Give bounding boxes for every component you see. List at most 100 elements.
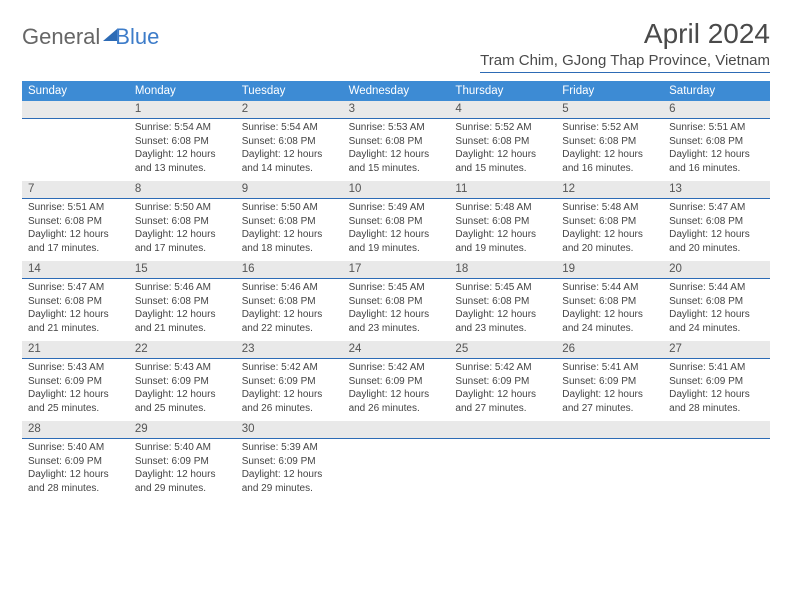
weekday-wednesday: Wednesday: [343, 81, 450, 101]
sunset-line: Sunset: 6:08 PM: [28, 295, 123, 309]
sunset-line: Sunset: 6:09 PM: [28, 375, 123, 389]
weekday-monday: Monday: [129, 81, 236, 101]
day-number-cell: 8: [129, 181, 236, 199]
daylight-line-1: Daylight: 12 hours: [135, 388, 230, 402]
day-data-cell: Sunrise: 5:46 AMSunset: 6:08 PMDaylight:…: [236, 279, 343, 341]
day-number-cell: 19: [556, 261, 663, 279]
daylight-line-1: Daylight: 12 hours: [455, 308, 550, 322]
day-number-cell: 10: [343, 181, 450, 199]
day-data-cell: Sunrise: 5:48 AMSunset: 6:08 PMDaylight:…: [556, 199, 663, 261]
daylight-line-1: Daylight: 12 hours: [28, 308, 123, 322]
sunrise-line: Sunrise: 5:51 AM: [669, 121, 764, 135]
daylight-line-2: and 13 minutes.: [135, 162, 230, 176]
weekday-sunday: Sunday: [22, 81, 129, 101]
day-data-cell: Sunrise: 5:49 AMSunset: 6:08 PMDaylight:…: [343, 199, 450, 261]
day-data-cell: [663, 439, 770, 501]
sunrise-line: Sunrise: 5:44 AM: [669, 281, 764, 295]
sunrise-line: Sunrise: 5:48 AM: [562, 201, 657, 215]
daylight-line-2: and 24 minutes.: [562, 322, 657, 336]
weekday-tuesday: Tuesday: [236, 81, 343, 101]
day-data-cell: Sunrise: 5:51 AMSunset: 6:08 PMDaylight:…: [22, 199, 129, 261]
sunrise-line: Sunrise: 5:43 AM: [28, 361, 123, 375]
day-data-cell: [343, 439, 450, 501]
daylight-line-1: Daylight: 12 hours: [135, 228, 230, 242]
day-number-cell: 3: [343, 101, 450, 119]
daylight-line-1: Daylight: 12 hours: [562, 228, 657, 242]
daylight-line-2: and 15 minutes.: [349, 162, 444, 176]
day-number-cell: 2: [236, 101, 343, 119]
daylight-line-1: Daylight: 12 hours: [455, 148, 550, 162]
logo-text-blue: Blue: [115, 24, 159, 50]
sunset-line: Sunset: 6:08 PM: [562, 135, 657, 149]
day-number-cell: 24: [343, 341, 450, 359]
title-month: April 2024: [480, 18, 770, 50]
sunset-line: Sunset: 6:08 PM: [455, 295, 550, 309]
day-data-cell: Sunrise: 5:44 AMSunset: 6:08 PMDaylight:…: [663, 279, 770, 341]
day-number-cell: 6: [663, 101, 770, 119]
sunrise-line: Sunrise: 5:47 AM: [669, 201, 764, 215]
sunset-line: Sunset: 6:08 PM: [669, 295, 764, 309]
day-data-cell: Sunrise: 5:40 AMSunset: 6:09 PMDaylight:…: [129, 439, 236, 501]
day-number-cell: [343, 421, 450, 439]
day-number-cell: 13: [663, 181, 770, 199]
day-data-cell: Sunrise: 5:40 AMSunset: 6:09 PMDaylight:…: [22, 439, 129, 501]
day-number-cell: 7: [22, 181, 129, 199]
sunset-line: Sunset: 6:09 PM: [242, 455, 337, 469]
daylight-line-2: and 16 minutes.: [562, 162, 657, 176]
sunset-line: Sunset: 6:09 PM: [455, 375, 550, 389]
daylight-line-1: Daylight: 12 hours: [455, 388, 550, 402]
day-data-cell: [449, 439, 556, 501]
day-number-cell: 29: [129, 421, 236, 439]
day-data-cell: Sunrise: 5:41 AMSunset: 6:09 PMDaylight:…: [556, 359, 663, 421]
sunrise-line: Sunrise: 5:54 AM: [135, 121, 230, 135]
daylight-line-1: Daylight: 12 hours: [562, 148, 657, 162]
daylight-line-2: and 21 minutes.: [28, 322, 123, 336]
day-data-cell: Sunrise: 5:46 AMSunset: 6:08 PMDaylight:…: [129, 279, 236, 341]
sunset-line: Sunset: 6:08 PM: [135, 215, 230, 229]
sunset-line: Sunset: 6:08 PM: [669, 215, 764, 229]
week-data-row: Sunrise: 5:54 AMSunset: 6:08 PMDaylight:…: [22, 119, 770, 181]
day-number-cell: 22: [129, 341, 236, 359]
day-data-cell: Sunrise: 5:42 AMSunset: 6:09 PMDaylight:…: [449, 359, 556, 421]
daylight-line-2: and 28 minutes.: [28, 482, 123, 496]
week-data-row: Sunrise: 5:51 AMSunset: 6:08 PMDaylight:…: [22, 199, 770, 261]
daylight-line-2: and 25 minutes.: [28, 402, 123, 416]
sunset-line: Sunset: 6:08 PM: [349, 295, 444, 309]
day-number-cell: 26: [556, 341, 663, 359]
sunrise-line: Sunrise: 5:46 AM: [242, 281, 337, 295]
sunrise-line: Sunrise: 5:40 AM: [135, 441, 230, 455]
daylight-line-2: and 19 minutes.: [455, 242, 550, 256]
daylight-line-2: and 17 minutes.: [28, 242, 123, 256]
day-data-cell: Sunrise: 5:45 AMSunset: 6:08 PMDaylight:…: [449, 279, 556, 341]
day-number-cell: [556, 421, 663, 439]
day-number-cell: 12: [556, 181, 663, 199]
sunrise-line: Sunrise: 5:43 AM: [135, 361, 230, 375]
week-data-row: Sunrise: 5:40 AMSunset: 6:09 PMDaylight:…: [22, 439, 770, 501]
sunrise-line: Sunrise: 5:52 AM: [455, 121, 550, 135]
day-data-cell: [22, 119, 129, 181]
sunrise-line: Sunrise: 5:50 AM: [242, 201, 337, 215]
sunrise-line: Sunrise: 5:45 AM: [349, 281, 444, 295]
sunrise-line: Sunrise: 5:40 AM: [28, 441, 123, 455]
sunset-line: Sunset: 6:08 PM: [455, 135, 550, 149]
week-daynum-row: 78910111213: [22, 181, 770, 199]
sunset-line: Sunset: 6:08 PM: [349, 135, 444, 149]
weekday-friday: Friday: [556, 81, 663, 101]
sunset-line: Sunset: 6:08 PM: [562, 215, 657, 229]
sunrise-line: Sunrise: 5:47 AM: [28, 281, 123, 295]
day-data-cell: Sunrise: 5:44 AMSunset: 6:08 PMDaylight:…: [556, 279, 663, 341]
week-daynum-row: 282930: [22, 421, 770, 439]
day-data-cell: Sunrise: 5:52 AMSunset: 6:08 PMDaylight:…: [556, 119, 663, 181]
day-data-cell: Sunrise: 5:48 AMSunset: 6:08 PMDaylight:…: [449, 199, 556, 261]
day-data-cell: Sunrise: 5:43 AMSunset: 6:09 PMDaylight:…: [22, 359, 129, 421]
daylight-line-2: and 14 minutes.: [242, 162, 337, 176]
day-number-cell: 11: [449, 181, 556, 199]
daylight-line-1: Daylight: 12 hours: [242, 308, 337, 322]
day-number-cell: [663, 421, 770, 439]
day-number-cell: 30: [236, 421, 343, 439]
day-data-cell: Sunrise: 5:47 AMSunset: 6:08 PMDaylight:…: [22, 279, 129, 341]
daylight-line-1: Daylight: 12 hours: [242, 228, 337, 242]
day-number-cell: 27: [663, 341, 770, 359]
daylight-line-1: Daylight: 12 hours: [669, 308, 764, 322]
daylight-line-2: and 26 minutes.: [349, 402, 444, 416]
